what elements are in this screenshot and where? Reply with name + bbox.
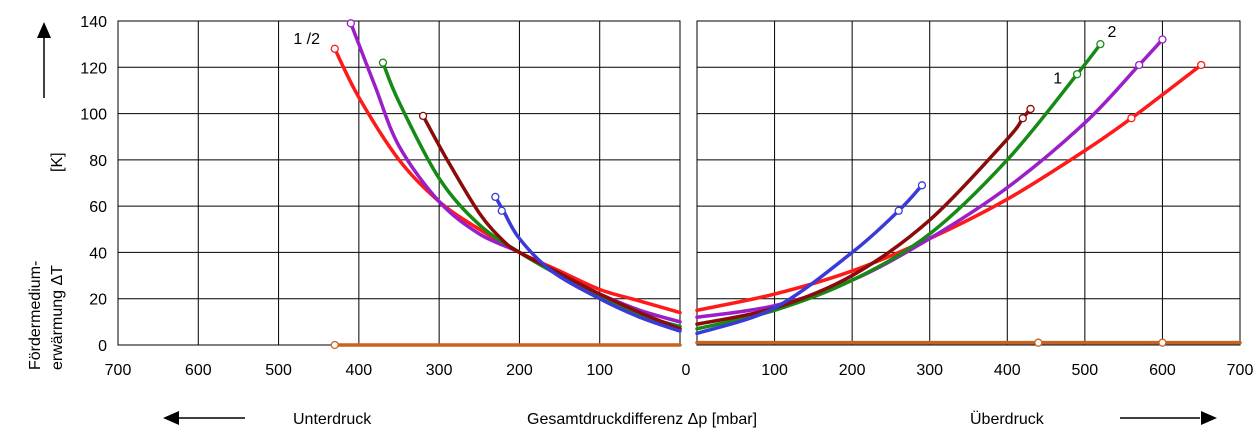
- y-tick-label: 120: [80, 60, 107, 77]
- curve-label: 1: [1053, 70, 1062, 87]
- x-tick-label: 100: [586, 362, 613, 379]
- series-line: [695, 42, 1103, 331]
- x-tick-label: 600: [1149, 362, 1176, 379]
- x-tick-label: 500: [265, 362, 292, 379]
- series-marker: [1127, 114, 1136, 123]
- x-axis-label: Gesamtdruckdifferenz Δp [mbar]: [527, 411, 757, 428]
- series-line: [381, 60, 682, 329]
- x-tick-labels: 700 600 500 400 300 200 100 100 200 300 400 500 600 7…: [105, 362, 1254, 379]
- series-marker: [1158, 35, 1167, 44]
- series-line: [493, 195, 682, 333]
- curve-label: 2: [1108, 24, 1117, 41]
- right-arrow: [1120, 411, 1217, 425]
- series-line: [695, 63, 1203, 313]
- series-line: [421, 114, 682, 331]
- y-axis-arrow: [37, 22, 51, 98]
- y-axis-label-line1: Fördermedium-: [27, 261, 44, 370]
- x-tick-label: 700: [105, 362, 132, 379]
- series-marker: [1018, 114, 1027, 123]
- x-tick-label: 200: [839, 362, 866, 379]
- y-tick-label: 60: [89, 199, 107, 216]
- series-marker: [330, 44, 339, 53]
- left-panel-grid: [117, 20, 681, 346]
- y-tick-label: 0: [98, 338, 107, 355]
- series-line: [333, 47, 682, 315]
- curve-label: 1 /2: [293, 31, 320, 48]
- x-tick-label: 500: [1072, 362, 1099, 379]
- x-tick-label: 100: [761, 362, 788, 379]
- y-tick-label: 40: [89, 245, 107, 262]
- y-axis-label-line2: erwärmung ΔT: [49, 265, 66, 370]
- series-marker: [1135, 60, 1144, 70]
- x-tick-label: 400: [994, 362, 1021, 379]
- y-tick-label: 80: [89, 153, 107, 170]
- series-marker: [378, 58, 388, 67]
- series-markers: [330, 19, 1206, 350]
- series-marker: [1197, 60, 1206, 70]
- x-tick-label: 400: [346, 362, 373, 379]
- curve-annotations: 1 /2 2 1: [293, 24, 1116, 87]
- x-tick-label: 600: [185, 362, 212, 379]
- series-marker: [1158, 338, 1167, 347]
- series-marker: [917, 181, 927, 190]
- caption-ueberdruck: Überdruck: [970, 410, 1045, 428]
- series-marker: [1072, 70, 1082, 79]
- series-line: [695, 107, 1033, 326]
- series-marker: [1096, 39, 1105, 49]
- caption-unterdruck: Unterdruck: [293, 411, 372, 428]
- y-tick-label: 100: [80, 107, 107, 124]
- x-tick-label: 700: [1227, 362, 1254, 379]
- series-line: [349, 21, 682, 324]
- left-arrow: [163, 411, 245, 425]
- series-marker: [330, 340, 339, 350]
- series-marker: [497, 206, 506, 215]
- right-panel-grid: [696, 20, 1241, 346]
- series-marker: [894, 206, 903, 215]
- series-marker: [418, 111, 428, 121]
- series-marker: [346, 19, 355, 28]
- y-tick-label: 20: [89, 292, 107, 309]
- x-tick-label: 300: [916, 362, 943, 379]
- x-tick-label: 200: [506, 362, 533, 379]
- x-tick-label: 300: [426, 362, 453, 379]
- series-lines: [333, 21, 1242, 347]
- x-tick-label-zero: 0: [682, 362, 691, 379]
- y-tick-labels: 0 20 40 60 80 100 120 140: [80, 14, 107, 355]
- y-axis-unit: [K]: [49, 152, 66, 172]
- series-marker: [1034, 338, 1043, 347]
- series-line: [695, 183, 924, 336]
- series-marker: [1026, 104, 1035, 114]
- y-tick-label: 140: [80, 14, 107, 31]
- series-marker: [491, 192, 500, 202]
